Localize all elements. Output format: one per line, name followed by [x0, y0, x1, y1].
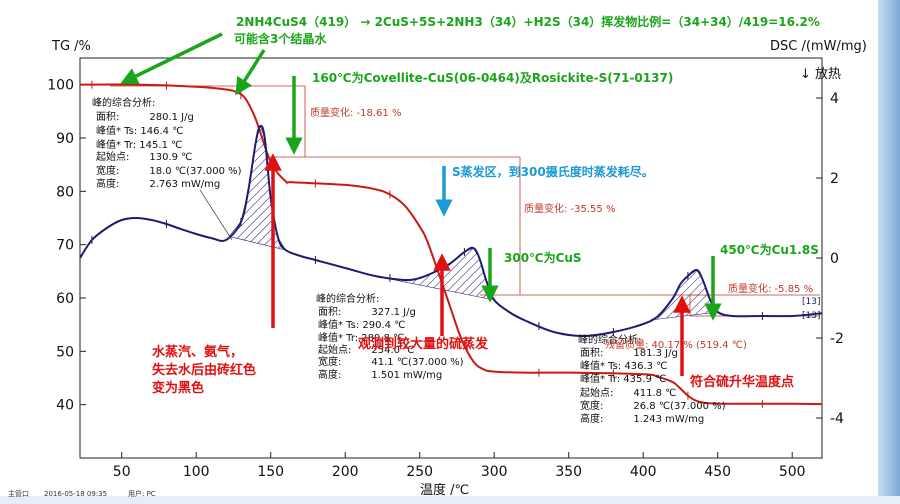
footer-user: 用户: PC [128, 489, 156, 498]
reaction-annotation: 2NH4CuS4（419） → 2CuS+5S+2NH3（34）+H2S（34）… [236, 14, 820, 29]
exo-label: ↓ 放热 [800, 67, 841, 82]
t450-annotation: 450℃为Cu1.8S [720, 242, 819, 257]
crystal-water-annotation: 可能含3个结晶水 [234, 31, 327, 46]
y-left-tick-label-40: 40 [56, 398, 74, 414]
dsc-markers [91, 218, 763, 336]
x-tick-label-350: 350 [555, 464, 582, 480]
sulfur-evap-annotation: S蒸发区，到300摄氏度时蒸发耗尽。 [452, 164, 654, 179]
window-edge-bottom [0, 496, 900, 504]
y-left-tick-label-90: 90 [56, 131, 74, 147]
dsc-curve [79, 124, 823, 338]
window-edge-right [878, 0, 900, 504]
sulfur-observed-annotation: 观测到较大量的硫蒸发 [358, 336, 489, 352]
y-left-axis-ticks: 40 50 60 70 80 90 100 [47, 78, 86, 414]
y-right-tick-label-0: 0 [830, 251, 839, 267]
peak2-width: 宽度: 41.1 ℃(37.000 %) [318, 355, 464, 368]
peak1-leader [199, 189, 233, 241]
y-left-tick-label-100: 100 [47, 78, 74, 94]
sublimation-annotation: 符合硫升华温度点 [690, 374, 794, 390]
annotation-arrows [120, 32, 722, 376]
x-tick-label-450: 450 [704, 464, 731, 480]
peak2-onset: 起始点: 254.0 ℃ [318, 343, 414, 356]
residual-mass: 残留质量: 40.17 % (519.4 ℃) [605, 338, 747, 351]
peak3-onset: 起始点: 411.8 ℃ [580, 386, 676, 399]
y-right-tick-label--2: -2 [830, 331, 844, 347]
peak2-ts: 峰值* Ts: 290.4 ℃ [318, 318, 405, 331]
peak1-tr: 峰值* Tr: 145.1 ℃ [96, 138, 182, 151]
peak1-header: 峰的综合分析: [92, 96, 155, 109]
x-axis-label: 温度 /℃ [420, 482, 469, 498]
t300-annotation: 300℃为CuS [504, 250, 582, 265]
arrow-green-2 [235, 49, 266, 96]
x-tick-label-300: 300 [481, 464, 508, 480]
tg-markers [91, 80, 763, 408]
tg-curve [79, 83, 823, 406]
x-axis-ticks: 50 100 150 200 250 300 350 400 450 500 [113, 452, 806, 480]
water-annotation-line2: 失去水后由砖红色 [152, 362, 256, 378]
x-tick-label-200: 200 [332, 464, 359, 480]
x-tick-label-100: 100 [183, 464, 210, 480]
footer-timestamp: 2016-05-18 09:35 [44, 490, 107, 498]
peak3-tr: 峰值* Tr: 435.9 ℃ [580, 372, 666, 385]
peak-hatches [228, 125, 719, 321]
y-left-label: TG /% [51, 39, 91, 54]
x-tick-label-250: 250 [406, 464, 433, 480]
y-right-tick-label-4: 4 [830, 91, 839, 107]
peak1-width: 宽度: 18.0 ℃(37.000 %) [96, 164, 242, 177]
peak1-ts: 峰值* Ts: 146.4 ℃ [96, 124, 183, 137]
water-annotation-line3: 变为黑色 [152, 380, 204, 396]
peak3-area: 面积: 181.3 J/g [580, 347, 678, 359]
peak1-onset: 起始点: 130.9 ℃ [96, 150, 192, 163]
mass-change-3: 质量变化: -5.85 % [728, 282, 813, 295]
peak3-header: 峰的综合分析: [578, 333, 641, 346]
y-left-tick-label-50: 50 [56, 344, 74, 360]
peak2-header: 峰的综合分析: [316, 292, 379, 305]
y-left-tick-label-70: 70 [56, 238, 74, 254]
peak-info-3: 峰的综合分析: 面积: 181.3 J/g 峰值* Ts: 436.3 ℃ 峰值… [578, 333, 726, 425]
peak2-height: 高度: 1.501 mW/mg [318, 368, 442, 381]
curve-marker-1: [13] [802, 297, 820, 307]
t160-annotation: 160℃为Covellite-CuS(06-0464)及Rosickite-S(… [312, 70, 673, 85]
curve-marker-2: [13] [802, 311, 820, 321]
y-right-tick-label-2: 2 [830, 171, 839, 187]
peak2-area: 面积: 327.1 J/g [318, 306, 416, 318]
y-right-tick-label--4: -4 [830, 411, 844, 427]
y-left-tick-label-60: 60 [56, 291, 74, 307]
x-tick-label-500: 500 [779, 464, 806, 480]
peak1-area: 面积: 280.1 J/g [96, 111, 194, 123]
mass-change-2: 质量变化: -35.55 % [524, 202, 615, 215]
peak3-width: 宽度: 26.8 ℃(37.000 %) [580, 399, 726, 412]
y-left-tick-label-80: 80 [56, 184, 74, 200]
peak1-height: 高度: 2.763 mW/mg [96, 177, 220, 190]
peak2-tr: 峰值* Tr: 289.8 ℃ [318, 331, 404, 344]
water-annotation-line1: 水蒸汽、氨气， [152, 344, 243, 360]
peak-hatch-2 [374, 247, 495, 301]
peak3-ts: 峰值* Ts: 436.3 ℃ [580, 359, 667, 372]
mass-change-1: 质量变化: -18.61 % [310, 106, 401, 119]
x-tick-label-50: 50 [113, 464, 131, 480]
peak3-height: 高度: 1.243 mW/mg [580, 412, 704, 425]
y-right-axis-ticks: 4 2 0 -2 -4 [816, 91, 844, 427]
peak-info-1: 峰的综合分析: 面积: 280.1 J/g 峰值* Ts: 146.4 ℃ 峰值… [92, 96, 242, 241]
peak-info-2: 峰的综合分析: 面积: 327.1 J/g 峰值* Ts: 290.4 ℃ 峰值… [316, 292, 464, 381]
x-tick-label-150: 150 [257, 464, 284, 480]
arrow-green-1 [120, 32, 223, 85]
x-tick-label-400: 400 [630, 464, 657, 480]
footer-operator: 主管口 [8, 489, 29, 498]
y-right-label: DSC /(mW/mg) [770, 39, 867, 54]
